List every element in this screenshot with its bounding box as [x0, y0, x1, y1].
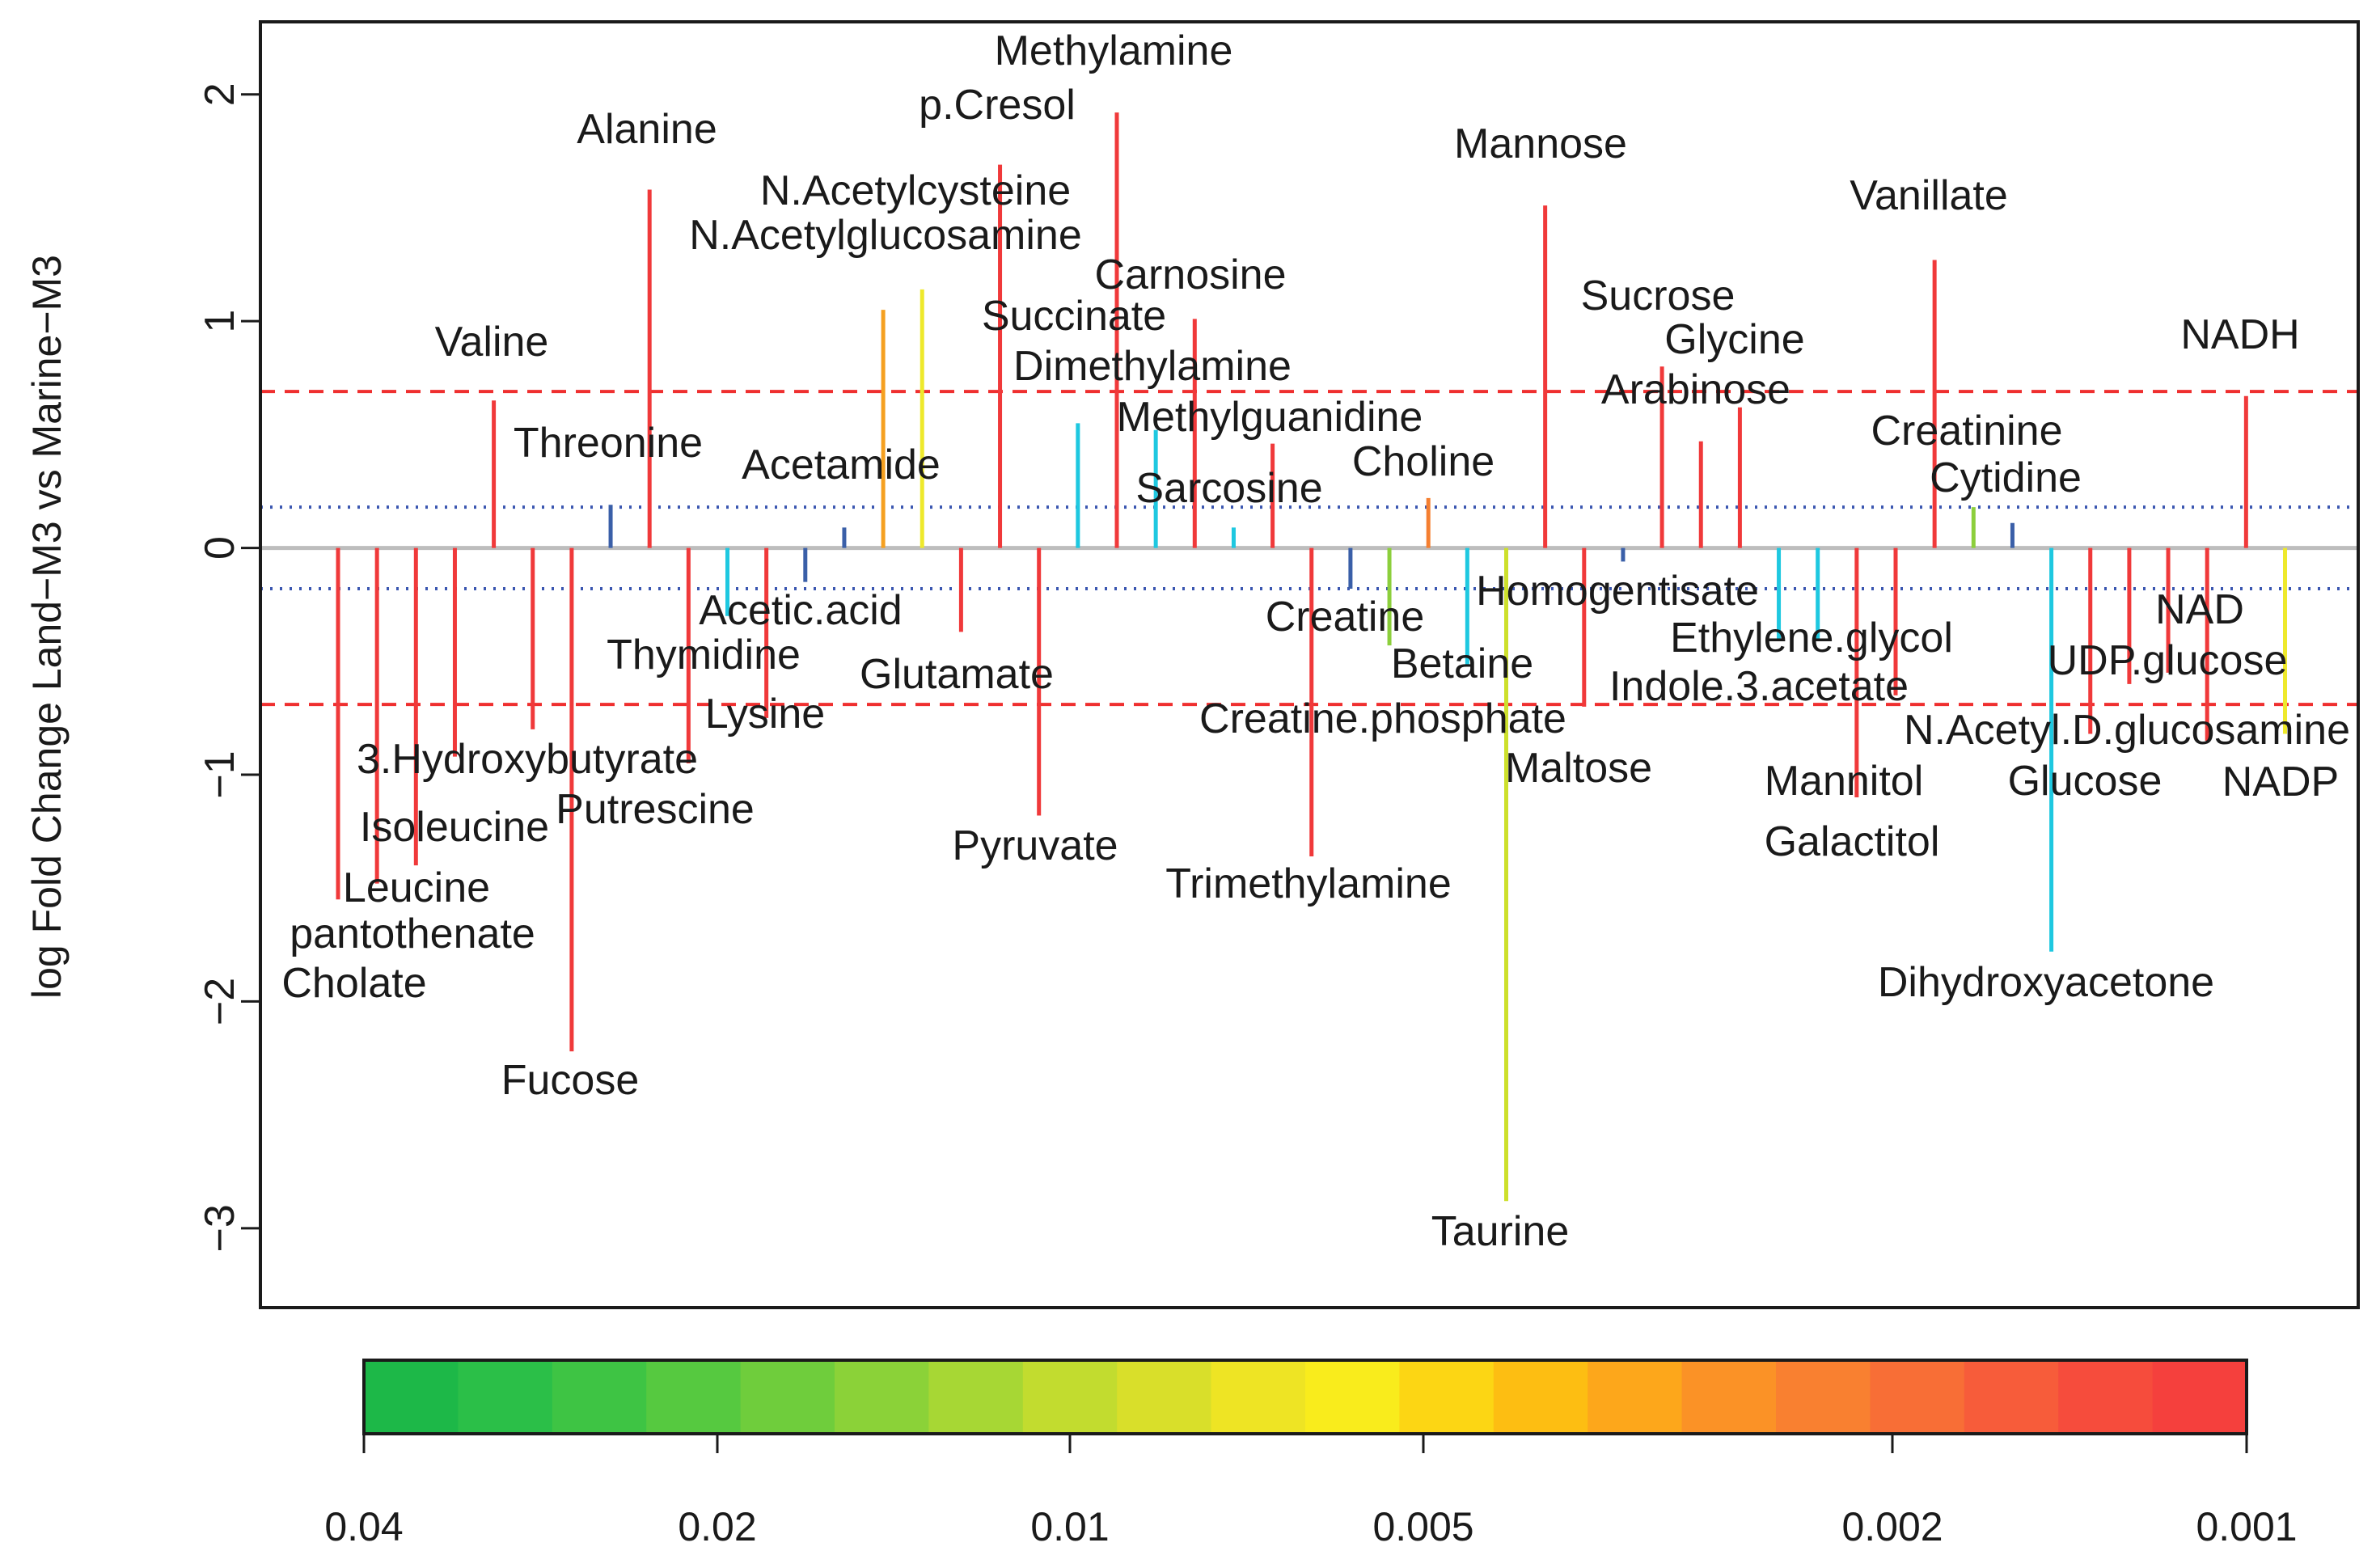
label-glutamate: Glutamate [860, 651, 1054, 698]
label-valine: Valine [435, 319, 549, 366]
label-taurine: Taurine [1431, 1208, 1570, 1255]
label-sucrose: Sucrose [1581, 273, 1735, 319]
plot-frame [259, 20, 2360, 1309]
label-nad: NAD [2155, 586, 2244, 633]
label-pantothenate: pantothenate [290, 911, 535, 957]
colorbar-swatch [1681, 1360, 1777, 1434]
label-cytidine: Cytidine [1930, 454, 2082, 501]
label-carnosine: Carnosine [1094, 251, 1286, 298]
colorbar-swatch [1870, 1360, 1965, 1434]
label-creatine-phosphate: Creatine.phosphate [1199, 695, 1566, 742]
colorbar-swatch [928, 1360, 1024, 1434]
label-nadh: NADH [2180, 311, 2299, 358]
colorbar-swatch [646, 1360, 742, 1434]
label-3-hydroxybutyrate: 3.Hydroxybutyrate [357, 736, 698, 783]
y-tick-label: −3 [197, 1204, 243, 1252]
colorbar-swatch [1776, 1360, 1871, 1434]
colorbar-swatch [740, 1360, 835, 1434]
label-mannitol: Mannitol [1765, 758, 1924, 805]
colorbar-swatch [1588, 1360, 1683, 1434]
label-succinate: Succinate [982, 293, 1166, 340]
colorbar-swatch [1211, 1360, 1306, 1434]
colorbar-swatch [2152, 1360, 2247, 1434]
colorbar-swatch [364, 1360, 459, 1434]
label-threonine: Threonine [514, 420, 703, 467]
colorbar-tick-label: 0.04 [324, 1504, 403, 1549]
label-trimethylamine: Trimethylamine [1165, 860, 1452, 907]
label-sarcosine: Sarcosine [1135, 465, 1322, 512]
p-value-colorbar [362, 1359, 2248, 1435]
label-methylguanidine: Methylguanidine [1117, 394, 1423, 441]
y-axis-ticks: 2 1 0 −1 −2 −3 [197, 82, 260, 1253]
label-leucine: Leucine [343, 864, 490, 911]
label-acetic-acid: Acetic.acid [699, 587, 902, 634]
label-thymidine: Thymidine [607, 632, 801, 678]
label-acetamide: Acetamide [742, 442, 941, 488]
label-putrescine: Putrescine [556, 786, 755, 833]
y-tick-label: −2 [197, 978, 243, 1025]
y-tick-label: −1 [197, 750, 243, 798]
colorbar-swatch [1305, 1360, 1400, 1434]
label-homogentisate: Homogentisate [1476, 568, 1759, 615]
label-alanine: Alanine [577, 106, 717, 153]
label-choline: Choline [1352, 438, 1495, 485]
colorbar-ticks: 0.04 0.02 0.01 0.005 0.002 0.001 [324, 1434, 2298, 1549]
label-indole-3-acetate: Indole.3.acetate [1609, 663, 1909, 710]
label-creatinine: Creatinine [1871, 408, 2062, 454]
label-lysine: Lysine [705, 691, 825, 738]
label-p-cresol: p.Cresol [919, 82, 1076, 129]
colorbar-frame [362, 1359, 2248, 1435]
colorbar-swatch [2058, 1360, 2154, 1434]
colorbar-swatch [1022, 1360, 1118, 1434]
colorbar-swatch [1493, 1360, 1588, 1434]
label-udp-glucose: UDP.glucose [2048, 637, 2288, 684]
label-ethylene-glycol: Ethylene.glycol [1670, 615, 1953, 661]
colorbar-tick-label: 0.005 [1372, 1504, 1473, 1549]
label-dimethylamine: Dimethylamine [1013, 343, 1292, 390]
colorbar-tick-label: 0.01 [1030, 1504, 1109, 1549]
metabolite-bars [336, 112, 2287, 1202]
label-glycine: Glycine [1664, 316, 1804, 363]
label-n-acetyl-d-glucosamine: N.Acetyl.D.glucosamine [1904, 707, 2350, 754]
colorbar-tick-label: 0.001 [2196, 1504, 2297, 1549]
colorbar-swatch [552, 1360, 647, 1434]
label-vanillate: Vanillate [1850, 172, 2008, 219]
label-betaine: Betaine [1391, 640, 1533, 687]
colorbar-tick-label: 0.02 [678, 1504, 756, 1549]
label-isoleucine: Isoleucine [360, 804, 549, 851]
label-glucose: Glucose [2008, 758, 2162, 805]
y-tick-label: 2 [197, 82, 243, 106]
label-fucose: Fucose [501, 1057, 640, 1104]
label-galactitol: Galactitol [1765, 818, 1940, 865]
label-creatine: Creatine [1266, 594, 1425, 640]
colorbar-swatch [1399, 1360, 1495, 1434]
colorbar-swatch [1964, 1360, 2059, 1434]
colorbar-swatch [1117, 1360, 1212, 1434]
y-tick-label: 1 [197, 310, 243, 333]
label-mannose: Mannose [1454, 120, 1627, 167]
label-maltose: Maltose [1505, 745, 1652, 792]
label-pyruvate: Pyruvate [952, 822, 1118, 869]
y-tick-label: 0 [197, 536, 243, 560]
label-n-acetylglucosamine: N.Acetylglucosamine [689, 212, 1082, 259]
colorbar-swatch [458, 1360, 553, 1434]
label-arabinose: Arabinose [1601, 366, 1790, 413]
label-nadp: NADP [2222, 759, 2339, 805]
y-axis-label: log Fold Change Land−M3 vs Marine−M3 [24, 255, 70, 999]
label-methylamine: Methylamine [995, 27, 1233, 74]
colorbar-swatch [835, 1360, 929, 1434]
label-n-acetylcysteine: N.Acetylcysteine [760, 167, 1071, 214]
label-dihydroxyacetone: Dihydroxyacetone [1878, 959, 2214, 1006]
colorbar-tick-label: 0.002 [1841, 1504, 1943, 1549]
label-cholate: Cholate [281, 960, 426, 1007]
